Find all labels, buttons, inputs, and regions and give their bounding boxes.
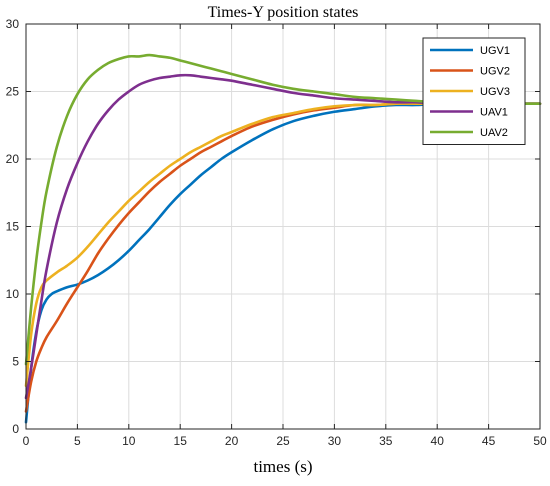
x-tick-label: 30: [328, 434, 342, 448]
series-line-ugv1: [24, 102, 542, 424]
legend-label-uav1: UAV1: [480, 107, 508, 119]
y-tick-label: 15: [6, 220, 20, 234]
x-tick-label: 35: [379, 434, 393, 448]
legend: UGV1 UGV2 UGV3 UAV1 UAV2: [422, 37, 526, 145]
series-line-ugv3: [24, 102, 542, 388]
y-tick-label: 5: [12, 355, 19, 369]
y-tick-label: 25: [6, 85, 20, 99]
axis-ticks: 0 5 10 15 20 25 30 35 40 45 50 0 5 10 15 20 25 30: [6, 17, 547, 448]
legend-label-uav2: UAV2: [480, 127, 508, 139]
y-tick-label: 10: [6, 287, 20, 301]
x-tick-label: 25: [276, 434, 290, 448]
y-tick-label: 20: [6, 152, 20, 166]
series-line-uav1: [24, 73, 542, 400]
legend-label-ugv2: UGV2: [480, 66, 510, 78]
series-lines: [24, 53, 542, 424]
x-tick-label: 45: [482, 434, 496, 448]
x-tick-label: 20: [225, 434, 239, 448]
x-tick-label: 50: [533, 434, 547, 448]
x-axis-label: times (s): [253, 457, 312, 476]
series-line-uav2: [24, 53, 542, 366]
legend-label-ugv3: UGV3: [480, 86, 510, 98]
legend-label-ugv1: UGV1: [480, 45, 510, 57]
x-tick-label: 0: [23, 434, 30, 448]
x-tick-label: 40: [431, 434, 445, 448]
chart-title: Times-Y position states: [208, 4, 359, 21]
x-tick-label: 10: [122, 434, 136, 448]
x-tick-label: 5: [74, 434, 81, 448]
y-tick-label: 0: [12, 422, 19, 436]
y-tick-label: 30: [6, 17, 20, 31]
x-tick-label: 15: [174, 434, 188, 448]
